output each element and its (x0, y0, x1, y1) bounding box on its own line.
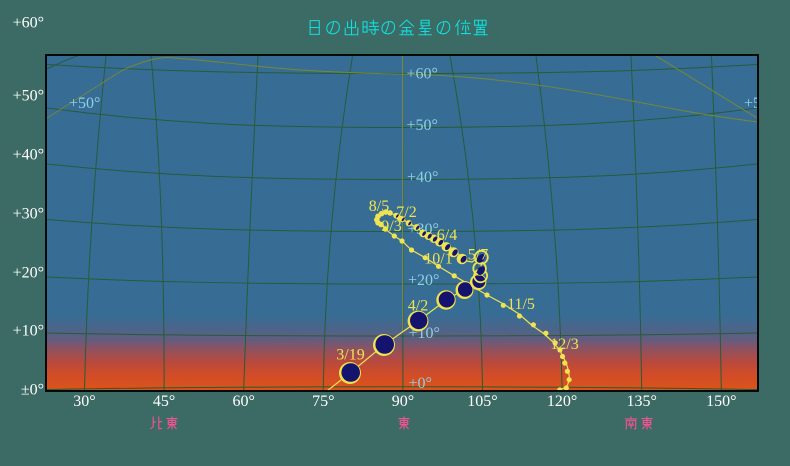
svg-text:+40°: +40° (407, 169, 438, 186)
svg-text:7/2: 7/2 (396, 204, 416, 221)
svg-text:+20°: +20° (13, 265, 44, 282)
svg-text:+50°: +50° (69, 95, 100, 112)
svg-text:105°: 105° (467, 393, 497, 410)
svg-text:4/2: 4/2 (408, 297, 428, 314)
svg-text:+20°: +20° (408, 272, 439, 289)
svg-text:+50°: +50° (407, 117, 438, 134)
svg-text:135°: 135° (626, 393, 656, 410)
svg-text:+40°: +40° (13, 147, 44, 164)
svg-text:+60°: +60° (407, 65, 438, 82)
svg-text:30°: 30° (73, 393, 95, 410)
svg-text:10/1: 10/1 (424, 250, 452, 267)
svg-text:+0°: +0° (409, 375, 432, 392)
svg-text:150°: 150° (706, 393, 736, 410)
svg-text:5/7: 5/7 (468, 246, 488, 263)
svg-text:+50°: +50° (744, 95, 775, 112)
svg-text:12/3: 12/3 (550, 336, 578, 353)
svg-text:11/5: 11/5 (507, 296, 535, 313)
svg-text:±0°: ±0° (21, 382, 44, 399)
svg-text:45°: 45° (153, 393, 175, 410)
svg-text:3/19: 3/19 (336, 346, 364, 363)
svg-text:+60°: +60° (13, 15, 44, 32)
svg-text:90°: 90° (392, 393, 414, 410)
svg-text:9/3: 9/3 (381, 218, 401, 235)
svg-text:120°: 120° (547, 393, 577, 410)
svg-text:6/4: 6/4 (437, 227, 457, 244)
svg-text:60°: 60° (232, 393, 254, 410)
svg-text:+50°: +50° (13, 88, 44, 105)
svg-text:75°: 75° (312, 393, 334, 410)
svg-text:+30°: +30° (13, 206, 44, 223)
svg-text:8/5: 8/5 (369, 198, 389, 215)
svg-text:+10°: +10° (13, 323, 44, 340)
